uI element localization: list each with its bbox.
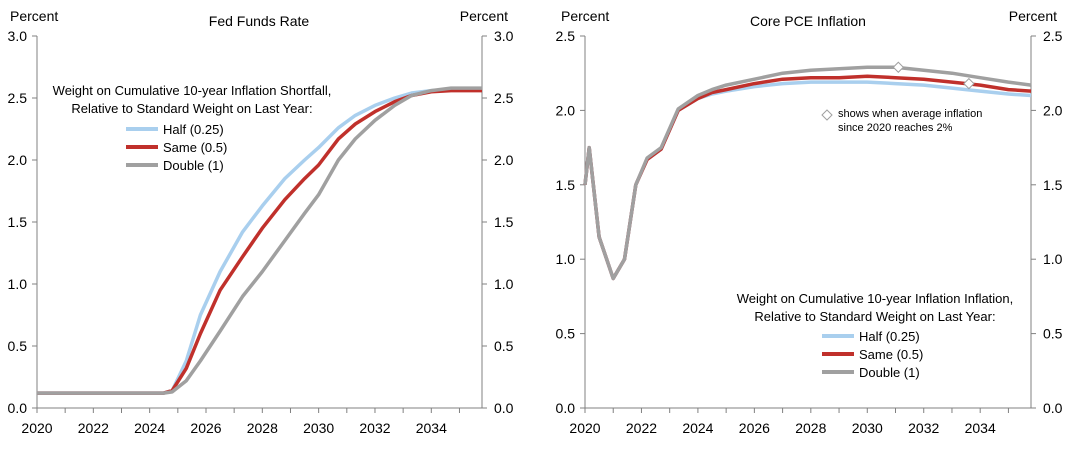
core-pce-y-tick-label-left: 0.5: [556, 326, 576, 342]
core-pce-x-tick-label: 2028: [795, 420, 826, 436]
legend-label-double: Double (1): [163, 158, 224, 173]
annotation-diamond-icon: [821, 109, 833, 121]
fed-funds-axes: 0.0 0.0 0.5 0.5 1.0 1.0 1.5 1.5 2.0 2.0 2.5 2.5 3.0 3…: [8, 28, 514, 436]
core-pce-y-tick-label-right: 2.0: [1043, 102, 1063, 118]
legend-label-same: Same (0.5): [163, 140, 227, 155]
fed-funds-y-tick-label-right: 2.0: [494, 152, 514, 168]
annotation-text-1: shows when average inflation: [838, 108, 982, 120]
fed-funds-series-same-0-5: [37, 88, 482, 395]
fed-funds-left-y-unit: Percent: [10, 8, 58, 24]
fed-funds-x-tick-label: 2022: [78, 420, 109, 436]
core-pce-y-tick-label-right: 1.5: [1043, 177, 1063, 193]
core-pce-y-tick-label-right: 1.0: [1043, 251, 1063, 267]
legend-label-same: Same (0.5): [859, 347, 923, 362]
fed-funds-title: Fed Funds Rate: [209, 13, 310, 29]
core-pce-diamond-marker: [892, 61, 905, 73]
fed-funds-y-tick-label-left: 1.5: [8, 214, 28, 230]
legend-label-half: Half (0.25): [163, 122, 224, 137]
fed-funds-y-tick-label-right: 2.5: [494, 90, 514, 106]
core-pce-x-tick-label: 2024: [682, 420, 713, 436]
core-pce-markers: [892, 61, 975, 90]
core-pce-axes: 0.0 0.0 0.5 0.5 1.0 1.0 1.5 1.5 2.0 2.0 2.5 2.5 2020…: [556, 28, 1063, 436]
fed-funds-x-tick-label: 2020: [21, 420, 52, 436]
fed-funds-x-tick-label: 2028: [247, 420, 278, 436]
legend-label-half: Half (0.25): [859, 329, 920, 344]
core-pce-inflation-chart: Percent Percent Core PCE Inflation 0.0 0.…: [556, 8, 1063, 436]
fed-funds-y-tick-label-right: 3.0: [494, 28, 514, 44]
core-pce-y-tick-label-right: 0.5: [1043, 326, 1063, 342]
fed-funds-x-tick-label: 2032: [359, 420, 390, 436]
fed-funds-y-tick-label-right: 1.0: [494, 276, 514, 292]
core-pce-left-y-unit: Percent: [561, 8, 609, 24]
fed-funds-lines: [37, 86, 482, 395]
core-pce-y-tick-label-right: 2.5: [1043, 28, 1063, 44]
core-pce-x-tick-label: 2032: [908, 420, 939, 436]
fed-funds-legend-title-1: Weight on Cumulative 10-year Inflation S…: [53, 83, 332, 98]
core-pce-legend: Weight on Cumulative 10-year Inflation I…: [737, 291, 1014, 380]
fed-funds-x-tick-label: 2024: [134, 420, 165, 436]
fed-funds-y-tick-label-right: 0.5: [494, 338, 514, 354]
core-pce-x-tick-label: 2020: [569, 420, 600, 436]
core-pce-title: Core PCE Inflation: [750, 13, 866, 29]
annotation-text-2: since 2020 reaches 2%: [838, 122, 953, 134]
fed-funds-x-tick-label: 2034: [416, 420, 447, 436]
core-pce-y-tick-label-left: 1.5: [556, 177, 576, 193]
fed-funds-series-double-1: [37, 86, 482, 395]
fed-funds-series-half-0-25: [37, 87, 482, 395]
legend-label-double: Double (1): [859, 365, 920, 380]
core-pce-legend-title-1: Weight on Cumulative 10-year Inflation I…: [737, 291, 1014, 306]
core-pce-lines: [583, 65, 1032, 281]
fed-funds-legend: Weight on Cumulative 10-year Inflation S…: [53, 83, 332, 173]
fed-funds-y-tick-label-left: 1.0: [8, 276, 28, 292]
core-pce-x-tick-label: 2026: [739, 420, 770, 436]
fed-funds-y-tick-label-left: 0.0: [8, 400, 28, 416]
core-pce-y-tick-label-left: 1.0: [556, 251, 576, 267]
fed-funds-y-tick-label-left: 2.5: [8, 90, 28, 106]
core-pce-y-tick-label-left: 2.5: [556, 28, 576, 44]
core-pce-series-double-1: [583, 65, 1032, 281]
core-pce-x-tick-label: 2030: [852, 420, 883, 436]
fed-funds-legend-title-2: Relative to Standard Weight on Last Year…: [71, 101, 312, 116]
fed-funds-y-tick-label-left: 3.0: [8, 28, 28, 44]
core-pce-legend-title-2: Relative to Standard Weight on Last Year…: [754, 309, 995, 324]
fed-funds-y-tick-label-right: 1.5: [494, 214, 514, 230]
core-pce-annotation: shows when average inflation since 2020 …: [821, 108, 982, 134]
fed-funds-y-tick-label-left: 2.0: [8, 152, 28, 168]
core-pce-y-tick-label-right: 0.0: [1043, 400, 1063, 416]
fed-funds-x-tick-label: 2026: [190, 420, 221, 436]
core-pce-x-tick-label: 2034: [965, 420, 996, 436]
fed-funds-y-tick-label-left: 0.5: [8, 338, 28, 354]
core-pce-y-tick-label-left: 0.0: [556, 400, 576, 416]
fed-funds-x-tick-label: 2030: [303, 420, 334, 436]
core-pce-series-same-0-5: [583, 74, 1032, 281]
fed-funds-right-y-unit: Percent: [460, 8, 508, 24]
core-pce-y-tick-label-left: 2.0: [556, 102, 576, 118]
core-pce-right-y-unit: Percent: [1009, 8, 1057, 24]
core-pce-diamond-marker: [963, 77, 975, 90]
fed-funds-y-tick-label-right: 0.0: [494, 400, 514, 416]
core-pce-x-tick-label: 2022: [626, 420, 657, 436]
fed-funds-rate-chart: Percent Percent Fed Funds Rate 0.0 0.0 0.5…: [8, 8, 514, 436]
